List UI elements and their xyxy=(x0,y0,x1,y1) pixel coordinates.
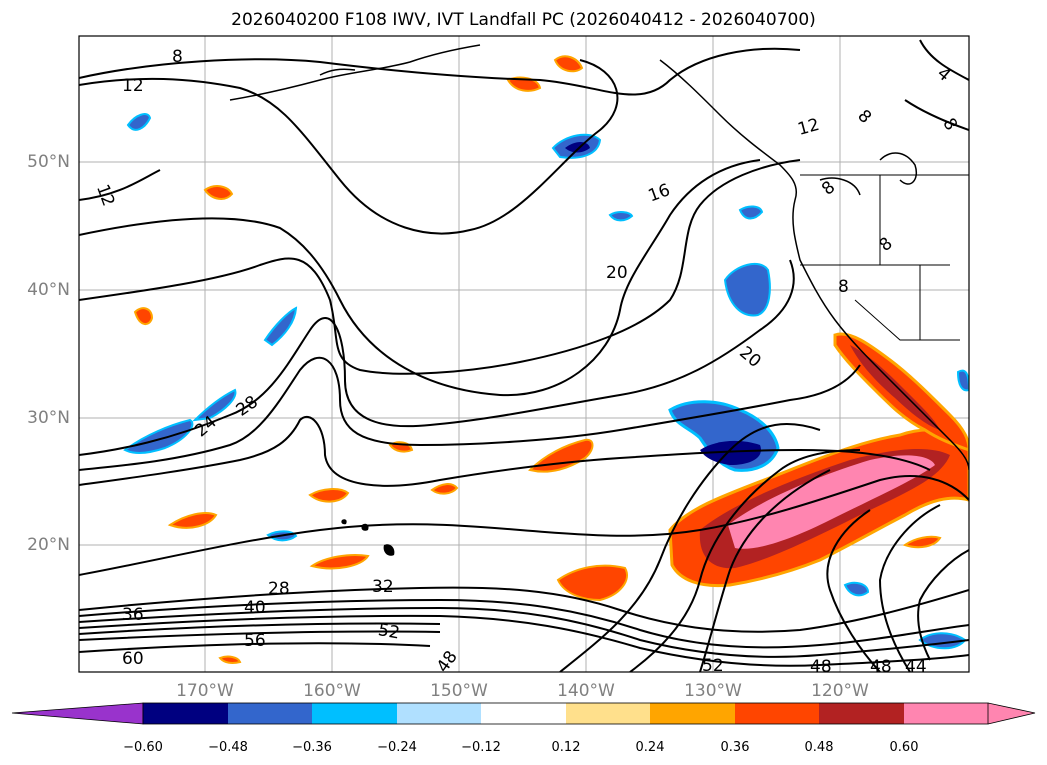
positive-anomaly-regions xyxy=(133,55,969,664)
lon-label: 140°W xyxy=(557,681,615,701)
contour-label: 60 xyxy=(122,649,144,669)
lon-label: 130°W xyxy=(684,681,742,701)
contour-label: 56 xyxy=(244,631,266,651)
colorbar-tick: 0.36 xyxy=(720,740,750,755)
lat-label: 40°N xyxy=(27,280,70,300)
lon-label: 150°W xyxy=(430,681,488,701)
colorbar-segment xyxy=(650,703,735,724)
colorbar-extend-high xyxy=(904,703,1035,724)
contour-label: 8 xyxy=(172,47,183,67)
contour-label: 20 xyxy=(606,263,628,283)
contour-label: 52 xyxy=(702,656,724,676)
contour-label: 52 xyxy=(376,620,401,643)
colorbar-tick: 0.24 xyxy=(635,740,665,755)
colorbar-tick: −0.36 xyxy=(292,740,332,755)
colorbar-segment xyxy=(228,703,312,724)
map-frame xyxy=(79,36,969,672)
map-title: 2026040200 F108 IWV, IVT Landfall PC (20… xyxy=(231,10,816,30)
coastline xyxy=(229,44,969,471)
contour-label: 48 xyxy=(870,657,892,677)
lon-label: 170°W xyxy=(176,681,234,701)
colorbar-tick: −0.12 xyxy=(461,740,501,755)
lat-label: 20°N xyxy=(27,535,70,555)
contour-label: 8 xyxy=(838,277,849,297)
lon-label: 160°W xyxy=(303,681,361,701)
negative-anomaly-regions xyxy=(123,113,969,650)
contour-label: 32 xyxy=(372,577,394,597)
contour-label: 36 xyxy=(122,605,144,625)
colorbar-tick: 0.60 xyxy=(889,740,919,755)
colorbar-tick: −0.48 xyxy=(208,740,248,755)
contour-label: 48 xyxy=(810,657,832,677)
colorbar-tick: 0.12 xyxy=(551,740,581,755)
iwv-contours xyxy=(79,39,969,672)
colorbar-tick: 0.48 xyxy=(804,740,834,755)
colorbar-segment xyxy=(481,703,566,724)
colorbar-segment xyxy=(397,703,481,724)
state-borders xyxy=(800,174,969,341)
colorbar-extend-low xyxy=(11,702,144,725)
contour-label: 40 xyxy=(244,598,266,618)
colorbar-tick: −0.60 xyxy=(123,740,163,755)
lat-label: 30°N xyxy=(27,408,70,428)
colorbar-tick: −0.24 xyxy=(377,740,417,755)
lat-label: 50°N xyxy=(27,152,70,172)
map-border xyxy=(78,35,970,673)
colorbar-segment xyxy=(312,703,397,724)
hawaii-islands xyxy=(341,519,395,556)
contour-label: 12 xyxy=(122,76,144,96)
colorbar-segment xyxy=(566,703,650,724)
colorbar-segment xyxy=(143,703,228,724)
colorbar-segment xyxy=(819,703,904,724)
lon-label: 120°W xyxy=(811,681,869,701)
colorbar xyxy=(11,702,1036,725)
contour-label: 44 xyxy=(905,657,927,677)
colorbar-segment xyxy=(735,703,819,724)
contour-label: 28 xyxy=(268,579,290,599)
